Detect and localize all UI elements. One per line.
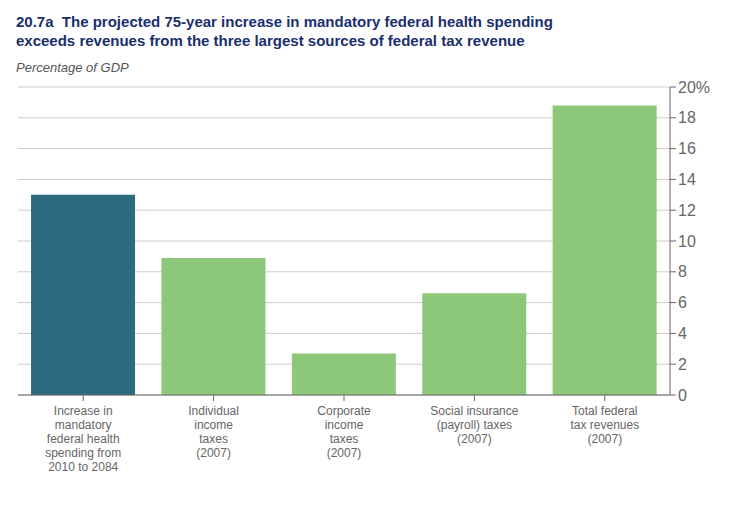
svg-text:Social insurance(payroll) taxe: Social insurance(payroll) taxes(2007) — [430, 404, 518, 446]
svg-text:16: 16 — [678, 140, 696, 157]
svg-text:Individualincometaxes(2007): Individualincometaxes(2007) — [188, 404, 239, 460]
svg-text:2: 2 — [678, 356, 687, 373]
svg-text:14: 14 — [678, 171, 696, 188]
svg-text:0: 0 — [678, 387, 687, 404]
svg-text:4: 4 — [678, 325, 687, 342]
svg-text:Corporateincometaxes(2007): Corporateincometaxes(2007) — [317, 404, 371, 460]
svg-text:18: 18 — [678, 109, 696, 126]
html-text:20.7a The projected 75-year in: 20.7a The projected 75-year increase in … — [16, 13, 553, 30]
html-text:exceeds revenues from the thre: exceeds revenues from the three largest … — [16, 32, 525, 49]
svg-text:6: 6 — [678, 294, 687, 311]
svg-text:Increase inmandatoryfederal he: Increase inmandatoryfederal healthspendi… — [45, 404, 121, 474]
svg-text:Total federaltax revenues(2007: Total federaltax revenues(2007) — [570, 404, 639, 446]
svg-text:12: 12 — [678, 202, 696, 219]
html-text:Percentage of GDP: Percentage of GDP — [16, 60, 129, 75]
svg-text:20%: 20% — [678, 79, 710, 96]
svg-text:10: 10 — [678, 233, 696, 250]
svg-text:8: 8 — [678, 263, 687, 280]
